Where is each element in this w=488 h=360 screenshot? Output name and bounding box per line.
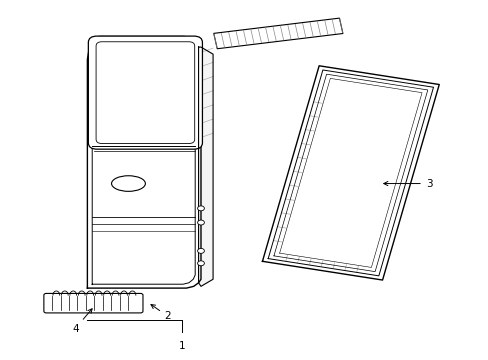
Polygon shape [213, 18, 342, 49]
Text: 1: 1 [178, 341, 184, 351]
Text: 4: 4 [72, 309, 92, 334]
Circle shape [197, 220, 204, 225]
FancyBboxPatch shape [96, 42, 194, 144]
Text: 3: 3 [383, 179, 431, 189]
Circle shape [197, 248, 204, 253]
FancyBboxPatch shape [88, 36, 202, 149]
Text: 5: 5 [226, 31, 253, 41]
Circle shape [197, 261, 204, 266]
FancyBboxPatch shape [44, 293, 142, 313]
Polygon shape [279, 78, 421, 267]
Circle shape [197, 206, 204, 211]
Ellipse shape [111, 176, 145, 192]
Text: 2: 2 [151, 305, 171, 321]
Polygon shape [198, 47, 213, 286]
